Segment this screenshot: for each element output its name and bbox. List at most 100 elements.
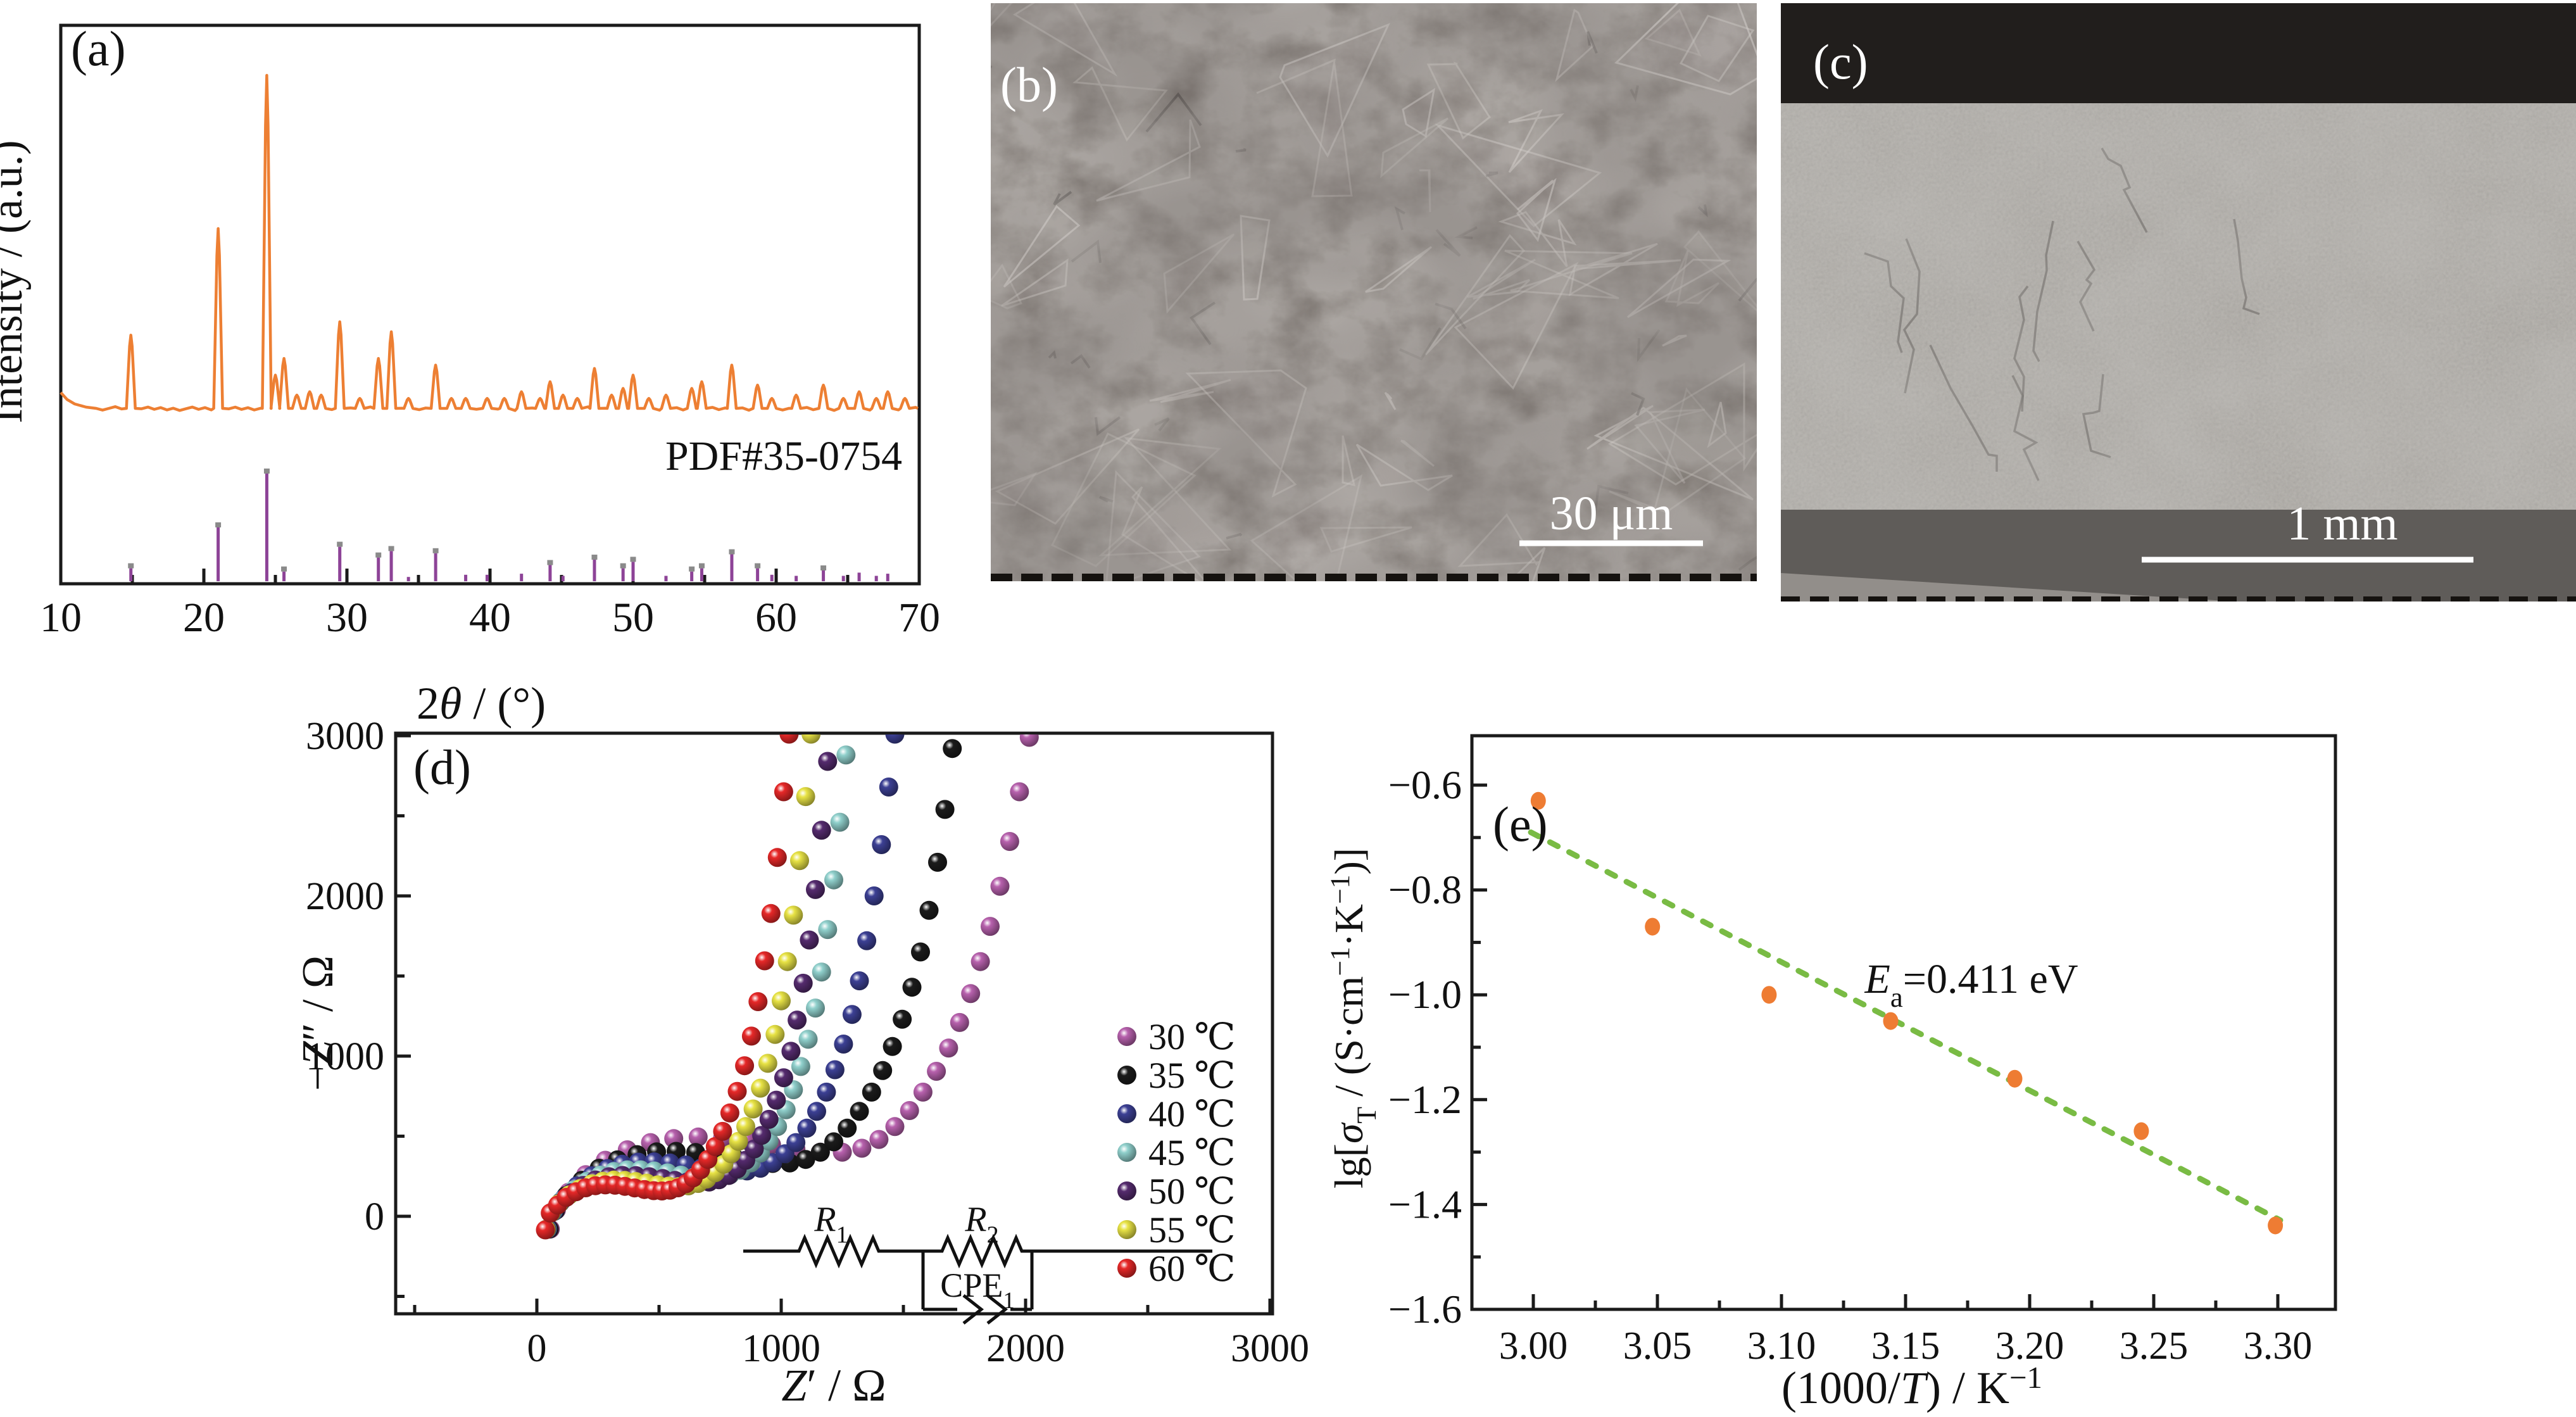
panel-b-label: (b) [1000,57,1058,112]
x-axis-title: 2θ / (°) [417,678,546,729]
nyquist-data-point-35C [873,1061,893,1080]
nyquist-data-point-35C [928,852,947,872]
panel-a-xrd-chart: 10 20 30 40 50 60 70 2θ / (°) Intensity / (a.u.) [0,23,940,729]
nyquist-data-point-60C [720,1103,739,1123]
xrd-reference-stick-cap [432,548,439,553]
panel-a-label: (a) [71,21,126,76]
nyquist-data-point-50C [812,821,831,840]
xrd-reference-stick-cap [689,566,695,572]
nyquist-data-point-35C [862,1082,881,1102]
nyquist-data-point-60C [761,904,781,923]
activation-energy-annotation: Ea=0.411 eV [1864,956,2078,1013]
panel-c-sem-image [1781,3,2576,601]
nyquist-data-point-55C [790,851,809,871]
legend-marker [1117,1104,1136,1123]
legend-label: 45 ℃ [1148,1132,1235,1173]
legend-marker [1117,1143,1136,1162]
nyquist-data-point-60C [755,951,774,971]
resistor-symbol [922,1233,1042,1269]
nyquist-data-point-40C [807,1102,826,1121]
nyquist-data-point-50C [759,1109,779,1129]
nyquist-data-point-40C [864,886,884,905]
x-axis-tick-label: 10 [40,595,82,641]
nyquist-data-point-40C [850,971,869,991]
nyquist-data-point-60C [536,1220,555,1240]
nyquist-data-point-55C [777,952,797,971]
nyquist-data-point-40C [885,734,905,744]
panel-b-clip-group [991,3,1757,581]
arrhenius-data-point [1645,917,1661,936]
legend-marker [1117,1066,1136,1085]
nyquist-data-point-50C [818,752,838,771]
xrd-reference-stick-cap [755,563,761,569]
legend-marker [1117,1259,1136,1278]
x-axis-tick-label: 3.10 [1747,1325,1816,1368]
nyquist-data-point-30C [913,1082,933,1102]
nyquist-data-point-35C [911,942,930,962]
x-axis-tick-label: 30 [326,595,368,641]
y-axis-tick-label: 2000 [306,875,384,918]
circuit-cpe-label: CPE1 [940,1266,1014,1313]
y-axis-tick-label: −1.2 [1388,1077,1462,1122]
nyquist-data-point-50C [800,930,819,950]
xrd-reference-stick-cap [620,563,626,569]
xrd-reference-stick-cap [729,549,735,555]
y-axis-tick-label: 0 [365,1195,384,1238]
xrd-sample-curve [60,73,919,412]
y-axis-tick-label: −1.0 [1388,972,1462,1017]
y-axis-title: −Z″ / Ω [294,955,342,1091]
xrd-reference-stick-cap [337,541,343,547]
nyquist-data-point-45C [830,812,850,832]
legend-label: 35 ℃ [1148,1055,1235,1096]
panel-e-label: (e) [1493,797,1548,852]
x-axis-tick-label: 3.05 [1623,1325,1692,1368]
circuit-r2-label: R2 [964,1200,998,1248]
nyquist-data-point-55C [765,1024,785,1044]
nyquist-data-point-55C [772,991,791,1011]
nyquist-data-point-35C [838,1118,857,1138]
xrd-reference-stick-cap [375,552,382,558]
xrd-reference-stick-cap [591,555,598,560]
nyquist-data-point-35C [893,1009,912,1029]
nyquist-data-point-50C [774,1068,793,1088]
nyquist-data-point-30C [869,1130,889,1149]
nyquist-data-point-45C [806,998,825,1018]
x-axis-tick-label: 3.30 [2244,1325,2313,1368]
circuit-r1-label: R1 [814,1200,848,1248]
nyquist-data-point-55C [801,734,821,744]
nyquist-data-point-30C [961,984,981,1004]
legend-item: 60 ℃ [1117,1248,1235,1289]
nyquist-data-point-30C [950,1012,969,1032]
xrd-reference-stick-cap [281,566,287,572]
nyquist-data-point-60C [727,1081,747,1101]
nyquist-data-point-40C [797,1118,817,1138]
nyquist-data-point-60C [774,782,793,802]
nyquist-data-point-40C [817,1082,836,1102]
sem-c-top-dark-band [1781,3,2576,103]
equivalent-circuit-inset [743,1233,1212,1325]
legend-label: 55 ℃ [1148,1209,1235,1250]
nyquist-legend: 30 ℃35 ℃40 ℃45 ℃50 ℃55 ℃60 ℃ [1117,1016,1235,1289]
x-axis-tick-label: 1000 [742,1327,820,1370]
nyquist-data-point-50C [788,1011,807,1030]
nyquist-data-point-35C [943,739,962,759]
nyquist-data-point-35C [824,1132,843,1152]
x-axis-tick-label: 20 [183,595,225,641]
xrd-reference-stick-cap [388,546,394,551]
legend-marker [1117,1181,1136,1200]
legend-item: 45 ℃ [1117,1132,1235,1173]
nyquist-data-point-30C [1019,734,1039,747]
panel-c-label: (c) [1813,34,1868,89]
y-axis-title: Intensity / (a.u.) [0,140,32,423]
sem-c-mottle-noise [1781,103,2576,510]
legend-item: 35 ℃ [1117,1055,1235,1096]
panel-a-frame [59,23,921,586]
x-axis-tick-label: 70 [898,595,940,641]
legend-marker [1117,1220,1136,1239]
x-axis-tick-label: 3000 [1231,1327,1309,1370]
nyquist-data-point-30C [981,917,1000,936]
nyquist-data-point-60C [705,1137,725,1156]
arrhenius-data-point [1530,791,1546,810]
x-axis-tick-label: 50 [612,595,654,641]
